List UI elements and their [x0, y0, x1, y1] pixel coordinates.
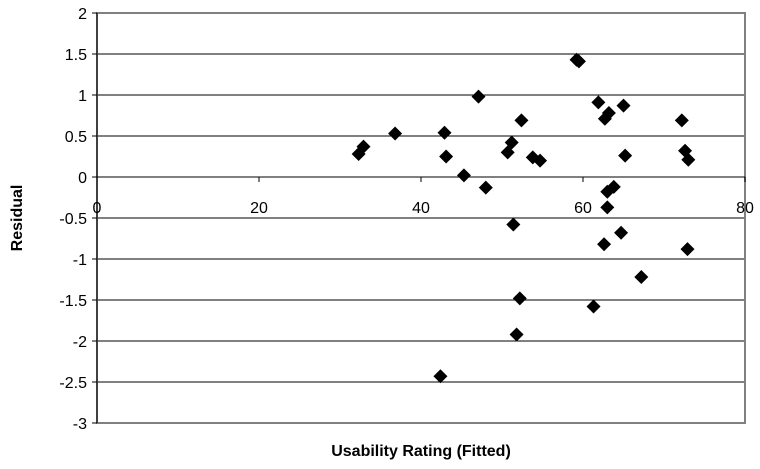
data-point — [680, 242, 695, 257]
x-tick-label: 80 — [736, 200, 754, 217]
data-point — [506, 217, 521, 232]
data-point — [586, 299, 601, 314]
data-point — [618, 148, 633, 163]
data-point — [681, 152, 696, 167]
data-point — [514, 113, 529, 128]
data-point — [478, 180, 493, 195]
data-point — [388, 126, 403, 141]
data-point — [616, 98, 631, 113]
y-tick-label: -2 — [73, 334, 87, 351]
data-point — [533, 153, 548, 168]
x-tick-label: 40 — [412, 200, 430, 217]
data-point — [439, 149, 454, 164]
x-axis-title: Usability Rating (Fitted) — [331, 443, 511, 460]
data-point — [433, 369, 448, 384]
data-point — [504, 135, 519, 150]
y-tick-label: -1 — [73, 252, 87, 269]
data-point — [356, 139, 371, 154]
y-tick-label: 0 — [78, 170, 87, 187]
axes — [92, 12, 746, 424]
data-point — [674, 113, 689, 128]
data-point — [614, 225, 629, 240]
data-point — [606, 179, 621, 194]
y-tick-label: 1.5 — [65, 47, 87, 64]
y-tick-label: -2.5 — [59, 375, 87, 392]
data-point — [471, 89, 486, 104]
data-point — [512, 291, 527, 306]
y-tick-label: -3 — [73, 416, 87, 433]
data-point — [601, 106, 616, 121]
y-tick-label: -0.5 — [59, 211, 87, 228]
x-tick-label: 20 — [250, 200, 268, 217]
data-point — [456, 168, 471, 183]
data-point — [437, 125, 452, 140]
data-point — [571, 54, 586, 69]
y-tick-label: 2 — [78, 6, 87, 23]
data-points — [351, 52, 696, 384]
gridlines — [97, 53, 745, 383]
data-point — [591, 95, 606, 110]
data-point — [597, 237, 612, 252]
x-tick-label: 60 — [574, 200, 592, 217]
data-point — [634, 270, 649, 285]
y-tick-label: -1.5 — [59, 293, 87, 310]
x-tick-label: 0 — [93, 200, 102, 217]
y-tick-label: 1 — [78, 88, 87, 105]
y-tick-label: 0.5 — [65, 129, 87, 146]
data-point — [509, 327, 524, 342]
tick-labels: 2 1.5 1 0.5 0 -0.5 -1 -1.5 -2 -2.5 -3 0 20 40 60 80 — [59, 6, 754, 433]
data-point — [600, 200, 615, 215]
y-axis-title: Residual — [9, 185, 26, 252]
